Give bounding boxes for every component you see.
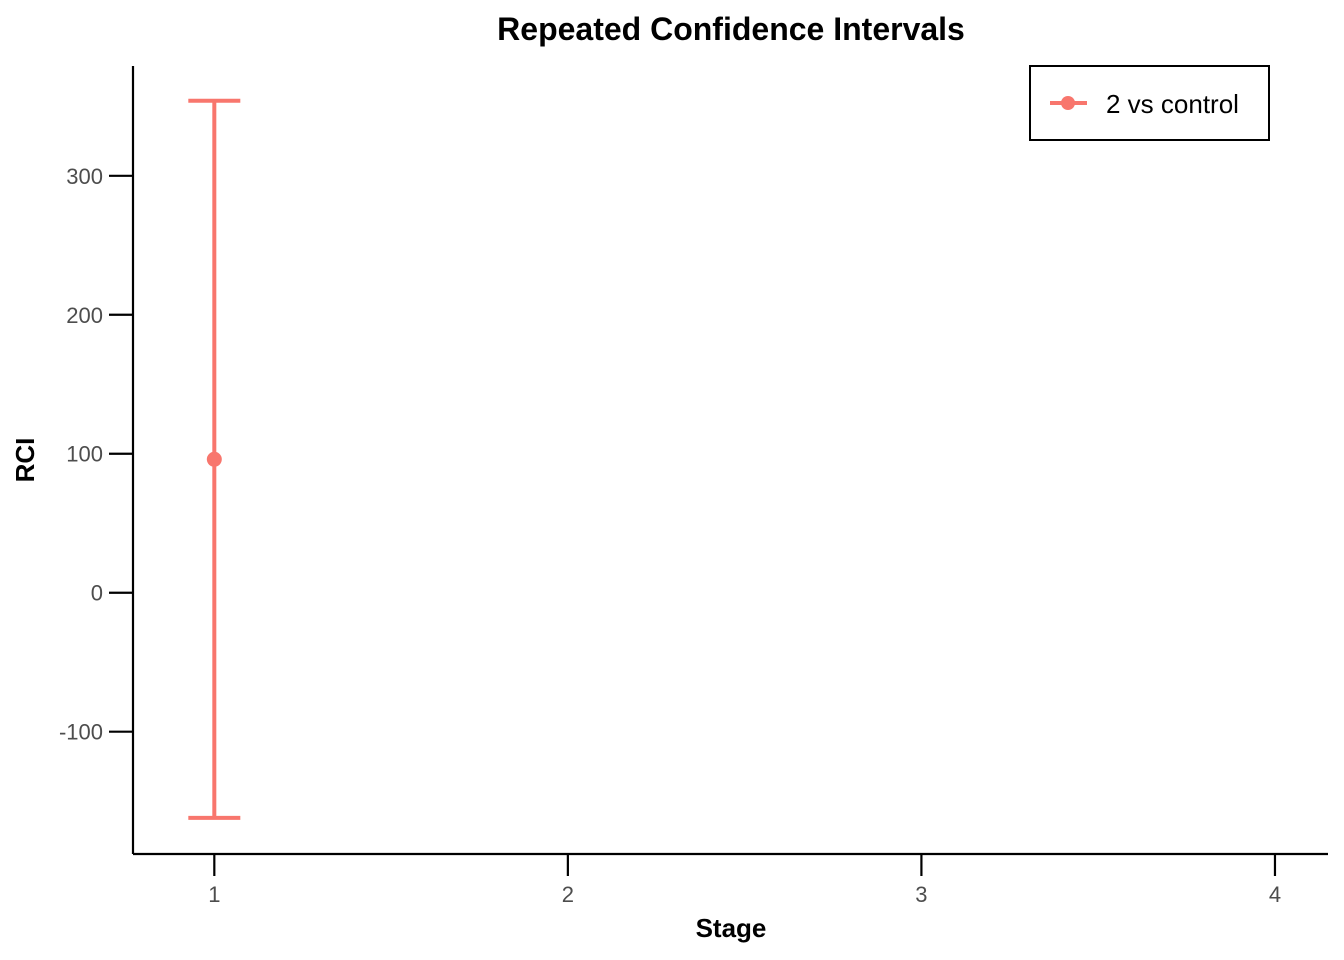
x-tick-label: 1	[208, 882, 220, 907]
legend-item-label: 2 vs control	[1106, 89, 1239, 119]
series-group	[188, 98, 241, 820]
y-tick-label: 100	[66, 442, 103, 467]
legend: 2 vs control	[1029, 65, 1270, 141]
x-tick-label: 3	[915, 882, 927, 907]
plot-area: -100 0 100 200 300 1 2 3 4	[59, 66, 1328, 907]
y-axis-ticks: -100 0 100 200 300	[59, 164, 133, 745]
y-tick-label: 300	[66, 164, 103, 189]
x-tick-label: 4	[1269, 882, 1281, 907]
y-tick-label: 0	[91, 581, 103, 606]
x-axis-title: Stage	[696, 913, 767, 943]
legend-key-dot	[1061, 96, 1075, 110]
x-tick-label: 2	[562, 882, 574, 907]
estimate-point	[206, 451, 222, 467]
series-layer	[188, 98, 241, 820]
y-axis-title: RCI	[10, 438, 40, 483]
y-tick-label: 200	[66, 303, 103, 328]
chart-title: Repeated Confidence Intervals	[497, 11, 965, 47]
x-axis-ticks: 1 2 3 4	[208, 854, 1281, 907]
y-tick-label: -100	[59, 720, 103, 745]
